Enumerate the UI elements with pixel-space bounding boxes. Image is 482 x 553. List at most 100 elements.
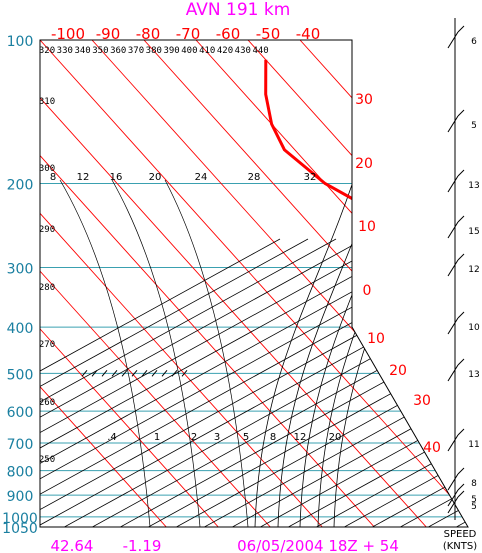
footer-mid-value: -1.19	[123, 537, 162, 553]
wind-barb-flag	[457, 490, 465, 498]
isotherm-line	[40, 40, 375, 527]
isotherm-label: 40	[423, 440, 441, 456]
wind-speed-label: 5	[471, 495, 477, 505]
x-top-tick-label: -70	[176, 25, 201, 43]
wind-speed-label: 5	[471, 121, 477, 131]
y-pressure-tick-label: 1050	[2, 521, 38, 537]
dry-adiabat-line	[40, 238, 468, 527]
isotherm-line	[351, 40, 468, 527]
isotherm-label: 20	[389, 363, 407, 379]
isotherm-label: 10	[358, 219, 376, 235]
mixing-ratio-label: 1	[154, 432, 160, 443]
wind-barb-flag	[457, 428, 465, 436]
dry-adiabat-line	[476, 239, 482, 547]
tropopause-tick	[131, 370, 138, 377]
y-pressure-tick-label: 800	[7, 465, 34, 481]
tropopause-tick	[111, 370, 118, 377]
tropopause-tick	[151, 370, 158, 377]
dry-adiabat-label: 430	[235, 46, 251, 56]
isotherm-label: 0	[363, 283, 372, 299]
dry-adiabat-label: 300	[39, 164, 55, 174]
dry-adiabat-line	[251, 238, 468, 527]
isotherm-label: 30	[355, 92, 373, 108]
dewpoint-profile	[426, 266, 468, 510]
dry-adiabat-label: 310	[39, 97, 55, 107]
tropopause-tick	[121, 370, 128, 377]
mixing-ratio-label: .4	[107, 432, 117, 443]
dry-adiabat-label: 440	[252, 46, 268, 56]
isotherm-line	[40, 40, 219, 527]
dry-adiabat-label: 350	[92, 46, 108, 56]
mixing-ratio-label: 28	[248, 172, 261, 183]
wind-speed-label: 12	[468, 265, 479, 275]
mixing-ratio-label: 32	[304, 172, 317, 183]
x-top-tick-label: -40	[296, 25, 321, 43]
tropopause-tick	[101, 370, 108, 377]
y-pressure-tick-label: 100	[7, 34, 34, 50]
dry-adiabat-label: 380	[146, 46, 162, 56]
x-top-tick-label: -50	[256, 25, 281, 43]
dry-adiabat-line	[391, 238, 468, 527]
wind-barb-flag	[457, 483, 465, 491]
mixing-ratio-line	[111, 179, 201, 527]
wind-barb-flag	[457, 467, 465, 475]
wind-speed-label: 13	[468, 370, 479, 380]
y-pressure-tick-label: 900	[7, 489, 34, 505]
x-top-tick-label: -100	[51, 25, 85, 43]
isotherm-line	[40, 40, 323, 527]
dry-adiabat-label: 390	[163, 46, 179, 56]
dry-adiabat-line	[40, 238, 309, 527]
wind-barb	[447, 31, 459, 49]
isotherm-line	[403, 40, 468, 527]
x-top-tick-label: -80	[136, 25, 161, 43]
wind-speed-axis-label: SPEED	[444, 529, 477, 540]
wind-speed-label: 11	[468, 440, 479, 450]
dry-adiabat-line	[223, 238, 468, 527]
mixing-ratio-label: 24	[195, 172, 208, 183]
y-pressure-tick-label: 1000	[2, 511, 38, 527]
wind-barb	[447, 489, 459, 507]
mixing-ratio-label: 8	[50, 172, 56, 183]
dry-adiabat-label: 280	[39, 283, 55, 293]
wind-speed-axis-label: (KNTS)	[443, 541, 477, 552]
wind-speed-label: 10	[468, 323, 480, 333]
footer-left-value: 42.64	[51, 537, 94, 553]
mixing-ratio-label: 12	[77, 172, 90, 183]
wind-barb-flag	[457, 311, 465, 319]
wind-speed-label: 15	[468, 227, 479, 237]
wind-barb	[447, 115, 459, 133]
wind-speed-label: 13	[468, 181, 479, 191]
dry-adiabat-line	[167, 238, 468, 527]
wind-barb	[447, 496, 459, 514]
mixing-ratio-label: 3	[214, 432, 220, 443]
dry-adiabat-line	[40, 238, 337, 527]
footer-date-time: 06/05/2004 18Z + 54	[237, 537, 399, 553]
wind-speed-label: 8	[471, 479, 477, 489]
dry-adiabat-label: 370	[128, 46, 144, 56]
dry-adiabat-label: 320	[39, 46, 55, 56]
wind-barb	[447, 473, 459, 491]
y-pressure-tick-label: 500	[7, 367, 34, 383]
tropopause-tick	[91, 370, 98, 377]
isotherm-line	[40, 40, 427, 527]
dry-adiabat-line	[40, 238, 365, 527]
dry-adiabat-label: 250	[39, 455, 55, 465]
y-pressure-tick-label: 400	[7, 321, 34, 337]
isotherm-label: 20	[355, 156, 373, 172]
dry-adiabat-label: 360	[110, 46, 126, 56]
y-pressure-tick-label: 700	[7, 437, 34, 453]
dry-adiabat-line	[40, 238, 281, 527]
dry-adiabat-line	[40, 238, 468, 527]
dry-adiabat-line	[40, 238, 421, 527]
mixing-ratio-label: 2	[191, 432, 197, 443]
isotherm-label: 30	[413, 393, 431, 409]
dry-adiabat-label: 420	[217, 46, 233, 56]
tropopause-tick	[171, 370, 178, 377]
wind-barb-flag	[457, 253, 465, 261]
dry-adiabat-label: 270	[39, 340, 55, 350]
dry-adiabat-line	[83, 238, 468, 527]
temperature-profile	[264, 59, 468, 508]
mixing-ratio-label: 20	[329, 432, 342, 443]
